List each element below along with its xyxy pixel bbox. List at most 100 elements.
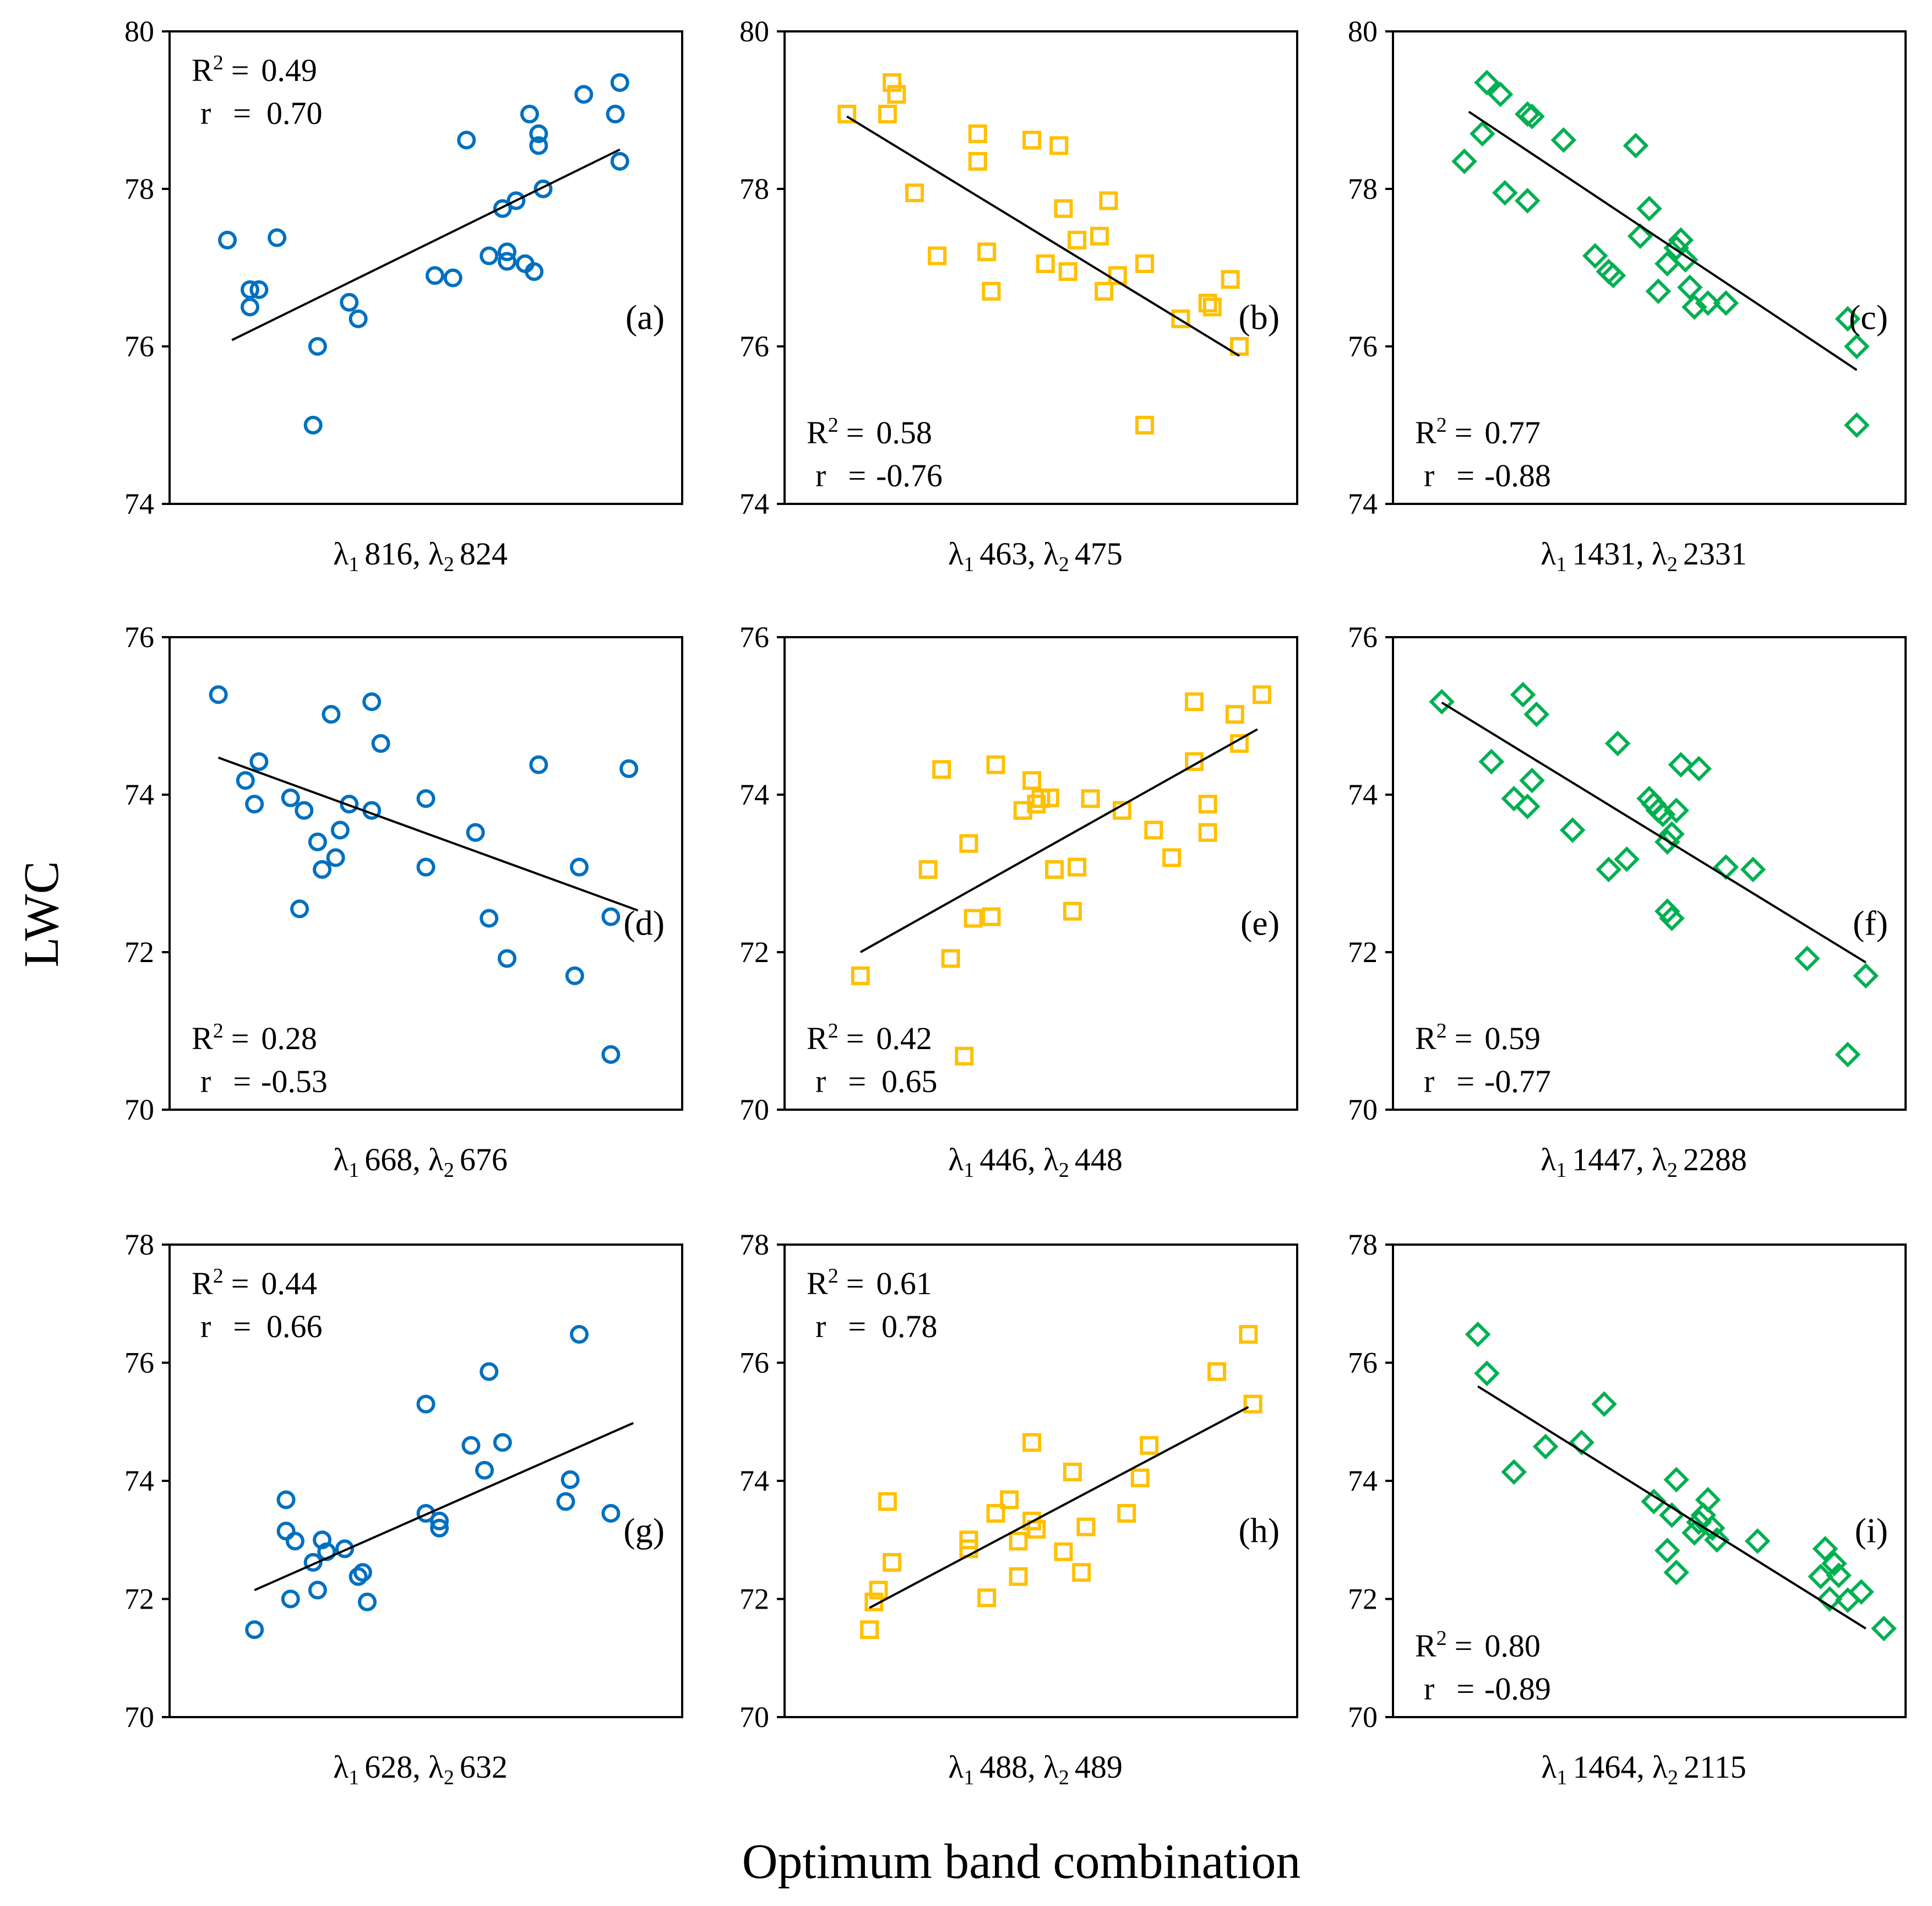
data-point <box>1487 82 1514 107</box>
data-point <box>1000 1490 1019 1509</box>
data-point <box>883 1553 902 1572</box>
data-point <box>480 246 499 265</box>
y-tick-label: 74 <box>124 778 154 811</box>
data-point <box>362 692 382 712</box>
data-point <box>1596 856 1622 883</box>
data-point <box>1659 905 1685 931</box>
y-tick-label: 76 <box>739 621 769 654</box>
y-tick-label: 76 <box>124 330 154 363</box>
data-point <box>1068 230 1087 249</box>
data-point <box>430 1518 449 1538</box>
r-squared-text: R2 = 0.80 <box>1415 1627 1541 1664</box>
data-point <box>245 795 264 814</box>
data-point <box>1171 309 1190 328</box>
data-point <box>1135 254 1154 273</box>
data-point <box>480 1362 499 1381</box>
panel-label: (f) <box>1853 904 1888 943</box>
band-combination-label: λ1 1464, λ2 2115 <box>1541 1749 1746 1789</box>
data-point <box>534 180 553 198</box>
data-point <box>959 834 978 853</box>
data-point <box>268 228 287 247</box>
data-point <box>928 246 947 265</box>
r-squared-text: R2 = 0.58 <box>807 414 932 450</box>
data-point <box>964 909 983 928</box>
data-point <box>1695 1487 1721 1513</box>
data-point <box>1185 692 1204 712</box>
data-point <box>480 909 499 928</box>
panel-label: (a) <box>625 298 665 337</box>
y-axis-label: LWC <box>14 861 69 967</box>
trend-line <box>231 148 621 341</box>
data-point <box>353 1563 372 1582</box>
data-point <box>601 1503 621 1523</box>
y-tick-label: 72 <box>124 936 154 969</box>
plot-frame <box>783 30 1298 505</box>
y-tick-label: 70 <box>739 1701 769 1734</box>
data-point <box>1650 801 1676 828</box>
data-point <box>1135 416 1154 435</box>
data-point <box>1501 1459 1527 1485</box>
data-point <box>1704 1527 1730 1553</box>
band-combination-label: λ1 628, λ2 632 <box>333 1749 508 1789</box>
data-point <box>1668 227 1694 253</box>
data-point <box>1663 1559 1689 1585</box>
correlation-text: r = 0.66 <box>200 1308 323 1344</box>
x-axis-label: Optimum band combination <box>742 1834 1301 1889</box>
data-point <box>1470 121 1495 147</box>
data-point <box>869 1581 888 1600</box>
data-point <box>1221 270 1240 289</box>
y-tick-label: 74 <box>1348 487 1378 520</box>
correlation-text: r = 0.65 <box>815 1063 938 1099</box>
data-point <box>1090 226 1109 246</box>
data-point <box>1523 701 1549 727</box>
data-point <box>497 252 516 271</box>
y-tick-label: 70 <box>124 1093 154 1126</box>
data-point <box>209 685 228 704</box>
correlation-text: r = -0.53 <box>200 1063 328 1099</box>
band-combination-label: λ1 668, λ2 676 <box>333 1142 508 1182</box>
data-point <box>878 105 897 124</box>
y-tick-label: 74 <box>1348 1464 1378 1497</box>
correlation-text: r = -0.77 <box>1424 1063 1551 1099</box>
data-point <box>1239 1325 1258 1344</box>
data-point <box>1713 854 1739 880</box>
data-point <box>977 1588 997 1608</box>
data-point <box>1614 846 1640 872</box>
data-point <box>218 230 237 249</box>
y-tick-label: 78 <box>124 1228 154 1261</box>
y-tick-label: 72 <box>1348 936 1378 969</box>
data-point <box>308 337 327 356</box>
data-point <box>1826 1562 1852 1588</box>
data-point <box>1848 1579 1874 1605</box>
data-point <box>1744 1528 1771 1554</box>
data-point <box>330 821 350 840</box>
data-point <box>1081 789 1100 808</box>
data-point <box>461 1436 481 1455</box>
y-tick-label: 72 <box>739 936 769 969</box>
data-point <box>1252 685 1271 704</box>
data-point <box>497 949 516 968</box>
plot-frame <box>168 636 683 1111</box>
data-point <box>610 151 629 171</box>
data-point <box>887 85 906 104</box>
panel-label: (h) <box>1238 1511 1280 1550</box>
data-point <box>1835 1041 1861 1068</box>
data-point <box>425 266 444 285</box>
scatter-panel-f: 70 72 74 76 (f) R2 = 0.59 r = -0.77 λ1 1447, λ2 2288 <box>1348 621 1907 1182</box>
data-point <box>601 1045 621 1064</box>
y-tick-label: 76 <box>1348 621 1378 654</box>
correlation-text: r = -0.88 <box>1424 458 1551 493</box>
y-tick-label: 74 <box>124 487 154 520</box>
data-point <box>357 1592 377 1611</box>
data-point <box>1162 848 1182 867</box>
data-point <box>1515 794 1541 819</box>
data-point <box>281 788 300 807</box>
data-point <box>1492 180 1518 206</box>
data-point <box>851 966 870 985</box>
data-point <box>326 848 345 867</box>
data-point <box>303 1553 323 1572</box>
y-tick-label: 78 <box>124 172 154 205</box>
data-point <box>1808 1563 1834 1590</box>
scatter-panel-i: 70 72 74 76 78 (i) R2 = 0.80 r = -0.89 λ1 1464, λ2 2115 <box>1348 1228 1907 1789</box>
data-point <box>1672 247 1699 273</box>
